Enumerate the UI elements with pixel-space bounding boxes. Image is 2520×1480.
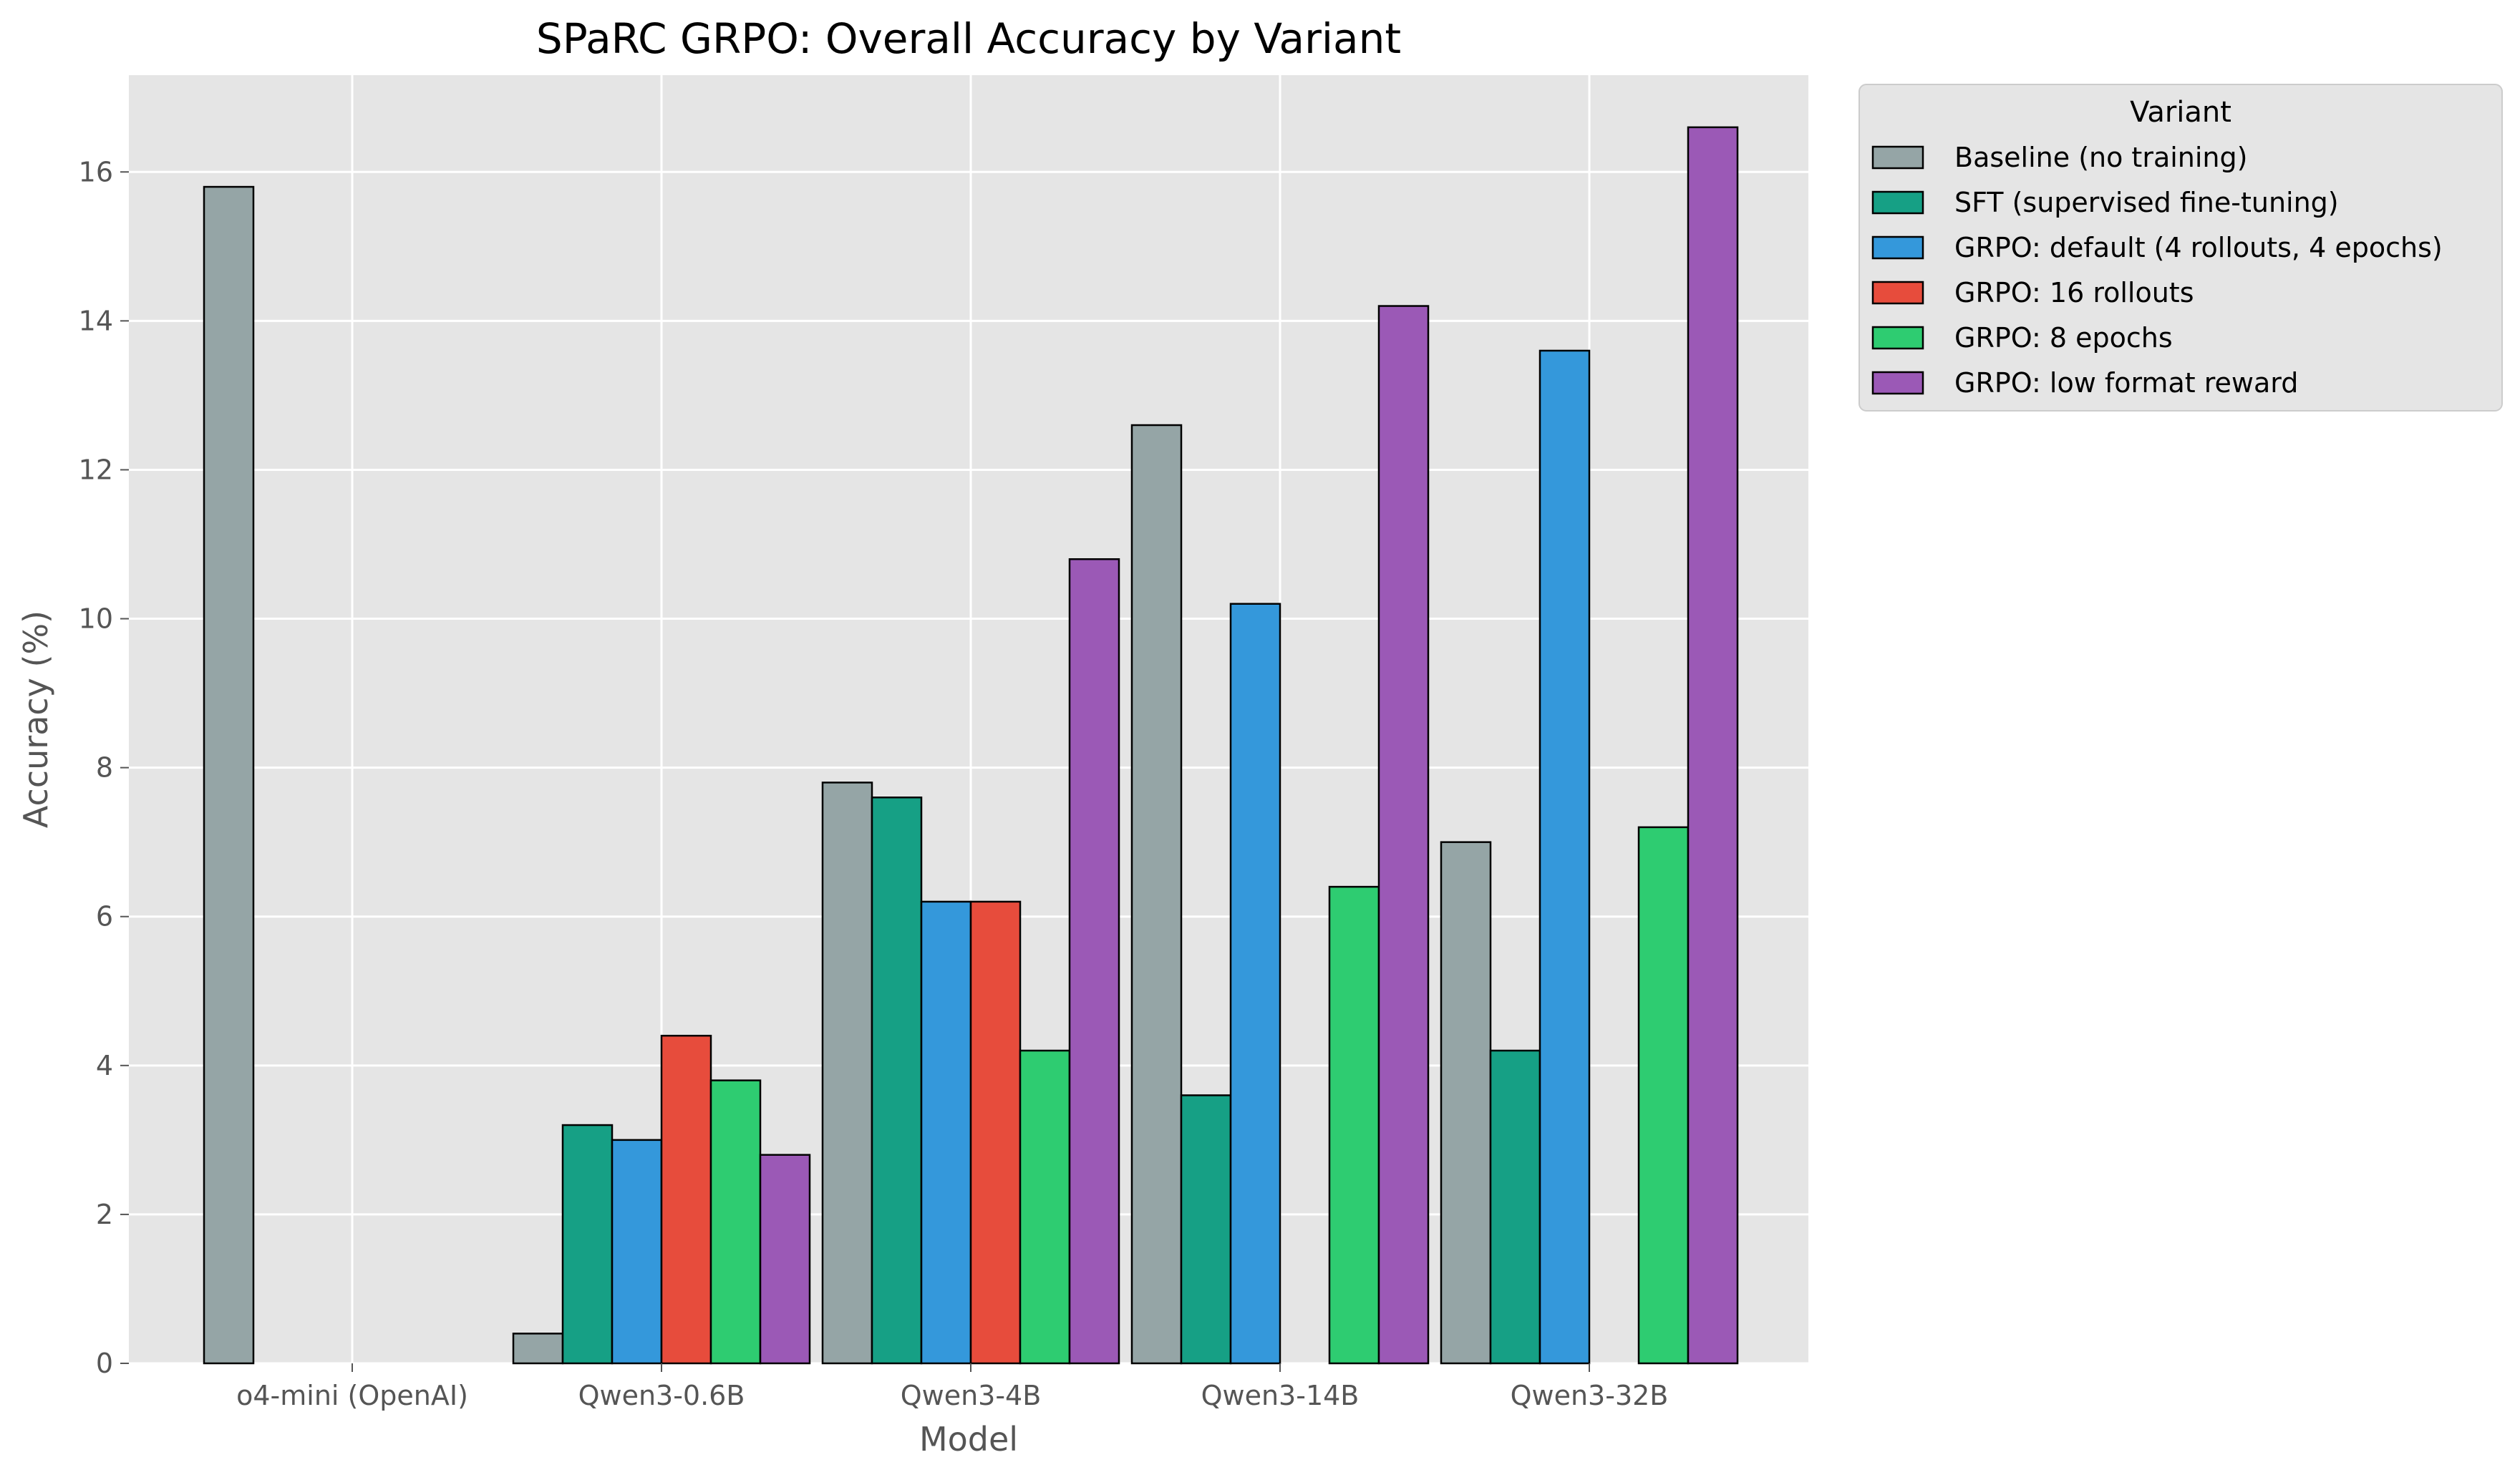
legend-label: SFT (supervised fine-tuning)	[1954, 187, 2339, 218]
y-tick-label: 6	[96, 901, 113, 933]
bar	[1180, 1094, 1232, 1365]
x-tick-label: Qwen3-32B	[1511, 1380, 1669, 1411]
legend-box	[1858, 84, 2503, 412]
y-tick-label: 14	[79, 305, 113, 336]
bar	[969, 900, 1022, 1365]
bar	[1440, 841, 1492, 1365]
bar	[1489, 1049, 1541, 1365]
bar	[821, 782, 873, 1365]
bar	[1019, 1049, 1071, 1365]
legend-label: GRPO: default (4 rollouts, 4 epochs)	[1954, 232, 2443, 263]
legend-label: GRPO: 16 rollouts	[1954, 277, 2194, 308]
legend-swatch	[1871, 281, 1924, 305]
y-tick-label: 2	[96, 1199, 113, 1230]
x-tick-label: Qwen3-14B	[1201, 1380, 1360, 1411]
bar	[512, 1333, 564, 1365]
bar	[1130, 424, 1183, 1365]
bar	[660, 1034, 712, 1365]
legend-label: GRPO: low format reward	[1954, 367, 2298, 399]
x-tick-label: Qwen3-4B	[901, 1380, 1042, 1411]
bar	[611, 1139, 663, 1365]
legend-swatch	[1871, 190, 1924, 215]
legend: Variant Baseline (no training) SFT (super…	[1858, 84, 2503, 412]
y-tick-label: 8	[96, 752, 113, 784]
y-tick-label: 12	[79, 454, 113, 485]
legend-swatch	[1871, 145, 1924, 170]
legend-swatch	[1871, 235, 1924, 260]
legend-title: Variant	[2130, 96, 2231, 129]
bar	[203, 185, 255, 1365]
legend-label: Baseline (no training)	[1954, 142, 2247, 173]
bar	[1377, 305, 1430, 1365]
x-tick-label: Qwen3-0.6B	[578, 1380, 745, 1411]
bar	[1068, 558, 1120, 1365]
bars	[203, 126, 1739, 1365]
y-tick-label: 10	[79, 603, 113, 635]
x-axis-ticks: o4-mini (OpenAI) Qwen3-0.6B Qwen3-4B Qwen3-…	[236, 1363, 1668, 1411]
bar	[1328, 885, 1380, 1365]
y-axis-ticks: 0 2 4 6 8 10 12 14 16	[79, 156, 129, 1379]
x-tick-label: o4-mini (OpenAI)	[236, 1380, 468, 1411]
bar	[759, 1154, 811, 1365]
y-tick-label: 16	[79, 156, 113, 188]
bar	[1637, 826, 1690, 1365]
bar	[920, 900, 972, 1365]
bar	[709, 1079, 762, 1365]
bar	[1687, 126, 1739, 1365]
bar	[1538, 349, 1591, 1365]
bar	[1229, 603, 1281, 1365]
bar	[561, 1124, 614, 1365]
y-axis-label: Accuracy (%)	[16, 610, 55, 828]
x-axis-label: Model	[919, 1420, 1018, 1459]
chart-title: SPaRC GRPO: Overall Accuracy by Variant	[536, 14, 1401, 63]
legend-label: GRPO: 8 epochs	[1954, 322, 2173, 354]
bar	[871, 796, 923, 1365]
y-tick-label: 0	[96, 1348, 113, 1379]
legend-swatch	[1871, 326, 1924, 350]
legend-swatch	[1871, 371, 1924, 395]
y-tick-label: 4	[96, 1050, 113, 1081]
